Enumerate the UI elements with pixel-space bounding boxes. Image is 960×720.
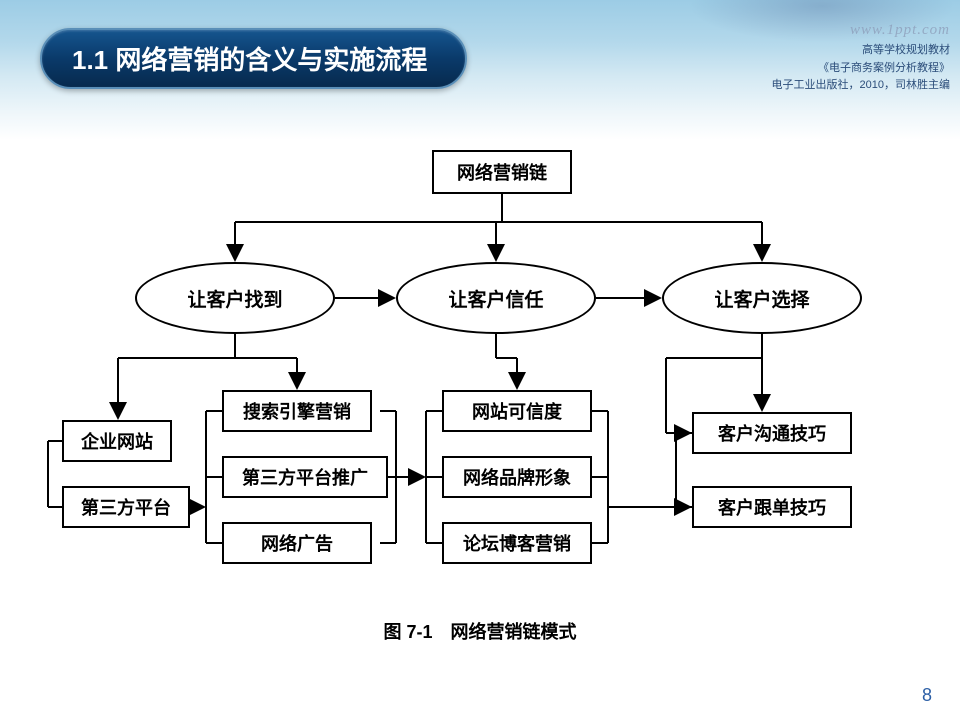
header-line1: 高等学校规划教材 [772,42,950,60]
title-pill: 1.1 网络营销的含义与实施流程 [40,28,467,89]
root-box: 网络营销链 [432,150,572,194]
header-line3: 电子工业出版社，2010，司林胜主编 [772,77,950,95]
col2-box-0: 网站可信度 [442,390,592,432]
figure-caption: 图 7-1 网络营销链模式 [0,618,960,644]
flowchart-diagram: 网络营销链让客户找到让客户信任让客户选择企业网站第三方平台 搜索引擎营销第三方平台… [0,140,960,660]
col3-box-1: 客户跟单技巧 [692,486,852,528]
mid-ellipse-1: 让客户信任 [396,262,596,334]
col1b-box-0: 搜索引擎营销 [222,390,372,432]
mid-ellipse-2: 让客户选择 [662,262,862,334]
col1a-box-0: 企业网站 [62,420,172,462]
header-line2: 《电子商务案例分析教程》 [772,60,950,78]
col2-box-1: 网络品牌形象 [442,456,592,498]
col1a-box-1: 第三方平台 [62,486,190,528]
col2-box-2: 论坛博客营销 [442,522,592,564]
col1b-box-2: 网络广告 [222,522,372,564]
slide-title: 1.1 网络营销的含义与实施流程 [72,45,427,75]
col1b-box-1: 第三方平台推广 [222,456,388,498]
watermark: www.1ppt.com [772,18,950,42]
header-meta: www.1ppt.com 高等学校规划教材 《电子商务案例分析教程》 电子工业出… [772,18,950,95]
page-number: 8 [922,685,932,706]
col3-box-0: 客户沟通技巧 [692,412,852,454]
mid-ellipse-0: 让客户找到 [135,262,335,334]
